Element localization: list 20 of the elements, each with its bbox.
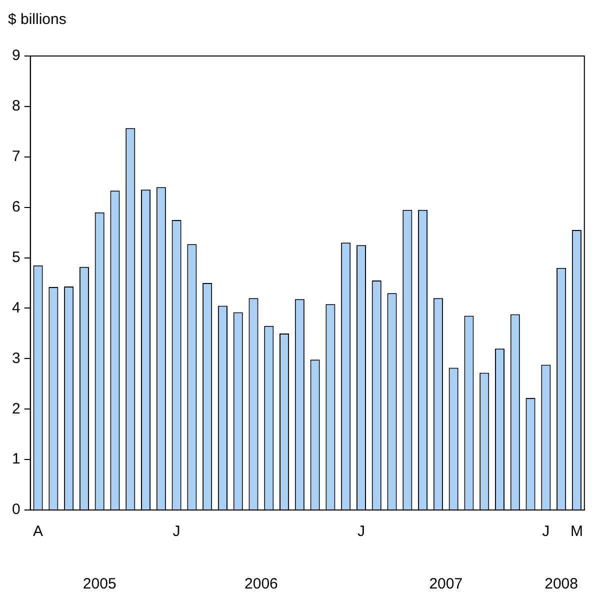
y-tick-label: 3 <box>12 350 20 367</box>
y-tick-label: 0 <box>12 501 20 518</box>
x-tick-label: M <box>570 523 583 540</box>
y-tick-label: 7 <box>12 148 20 166</box>
x-tick-label: J <box>542 523 550 540</box>
y-tick-label: 8 <box>12 98 20 115</box>
text: 2005 <box>82 576 116 593</box>
y-tick-label: 6 <box>12 198 20 216</box>
y-tick-label: 1 <box>12 450 20 468</box>
y-axis-title: $ billions <box>8 11 66 28</box>
x-tick-label: A <box>33 523 44 540</box>
x-tick-label: J <box>172 523 180 540</box>
text: 2006 <box>244 576 278 593</box>
text: 2007 <box>429 576 463 593</box>
x-tick-label: J <box>357 523 365 540</box>
y-tick-label: 5 <box>12 248 20 266</box>
y-tick-label: 2 <box>12 400 20 418</box>
y-tick-label: 9 <box>12 47 20 64</box>
text: 2008 <box>544 576 578 593</box>
y-tick-label: 4 <box>12 299 20 316</box>
